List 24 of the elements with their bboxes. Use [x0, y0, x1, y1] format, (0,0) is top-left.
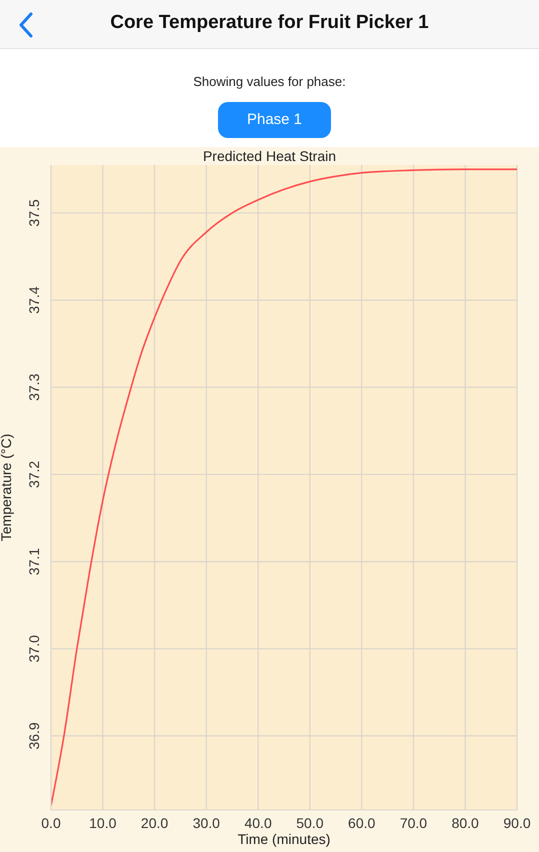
x-axis-title: Time (minutes): [238, 831, 330, 847]
y-tick-label: 36.9: [26, 722, 42, 750]
line-series: [51, 168, 517, 806]
text: Core Temperature for Fruit Picker 1: [109, 12, 430, 34]
x-tick-label: 50.0: [296, 814, 324, 831]
y-tick-label: 37.4: [26, 286, 42, 314]
x-tick-label: 10.0: [89, 814, 117, 831]
chart-title: Predicted Heat Strain: [202, 148, 338, 164]
x-tick-label: 20.0: [140, 814, 168, 831]
phase-button: Phase 1: [218, 102, 331, 138]
x-tick-label: 90.0: [503, 814, 531, 831]
x-tick-label: 80.0: [452, 814, 480, 831]
x-tick-label: 70.0: [400, 814, 428, 831]
y-tick-label: 37.1: [26, 548, 42, 576]
x-tick-label: 40.0: [244, 814, 272, 831]
text: Showing values for phase:: [192, 74, 347, 89]
x-tick-label: 30.0: [192, 814, 220, 831]
y-axis-title: Temperature (°C): [0, 434, 14, 542]
y-tick-label: 37.5: [26, 199, 42, 227]
y-tick-label: 37.2: [26, 460, 42, 488]
x-tick-label: 0.0: [41, 814, 61, 831]
y-tick-label: 37.0: [26, 634, 42, 662]
y-tick-label: 37.3: [26, 373, 42, 401]
x-tick-label: 60.0: [348, 814, 376, 831]
